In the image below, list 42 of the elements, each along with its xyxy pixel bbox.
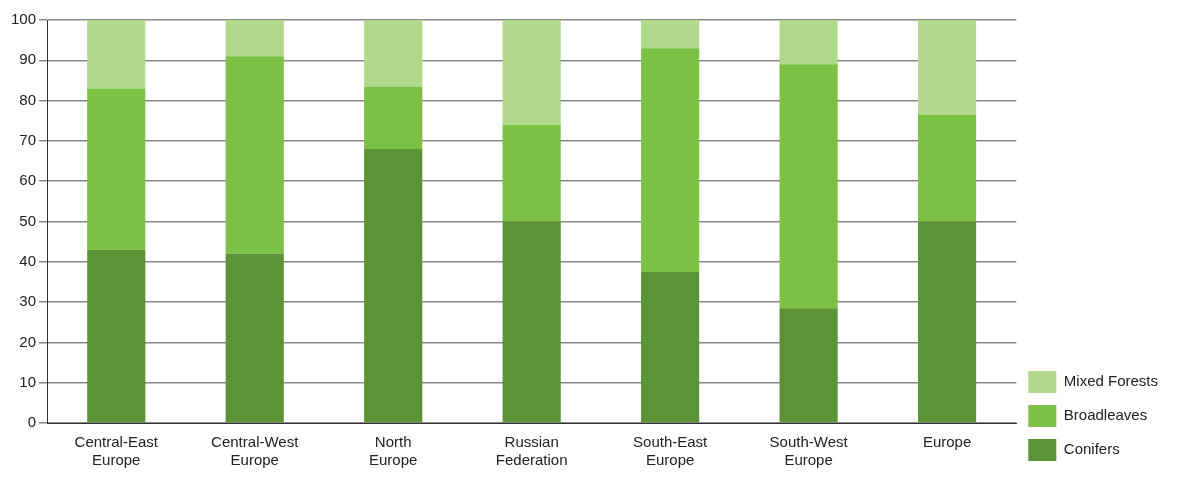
- bar: [225, 253, 284, 423]
- y-tick-label: 90: [19, 50, 37, 68]
- y-tick-label: 70: [19, 131, 37, 149]
- bar: [364, 148, 423, 423]
- bar: [918, 221, 977, 423]
- bar: [502, 124, 561, 222]
- x-tick-label: South-West Europe: [769, 433, 849, 469]
- legend-label: Broadleaves: [1063, 406, 1148, 424]
- bar: [779, 20, 838, 65]
- x-tick-label: North Europe: [369, 433, 418, 469]
- bar: [364, 20, 423, 87]
- legend-label: Mixed Forests: [1063, 372, 1159, 390]
- x-tick-label: Central-East Europe: [74, 433, 159, 469]
- bar: [918, 20, 977, 115]
- x-tick-label: Russian Federation: [495, 433, 568, 469]
- bar: [502, 221, 561, 423]
- bar: [87, 20, 146, 89]
- bar: [918, 114, 977, 222]
- y-tick-label: 50: [19, 211, 37, 229]
- bar: [641, 20, 700, 49]
- legend-label: Conifers: [1063, 440, 1120, 458]
- bar: [225, 56, 284, 254]
- bar: [779, 308, 838, 423]
- bar: [87, 249, 146, 423]
- x-tick-label: Europe: [922, 433, 972, 451]
- bar: [641, 48, 700, 272]
- y-tick-label: 80: [19, 90, 37, 108]
- y-tick-label: 0: [27, 413, 37, 431]
- bar: [87, 88, 146, 250]
- bar: [779, 64, 838, 309]
- y-tick-label: 10: [19, 372, 37, 390]
- x-tick-label: South-East Europe: [633, 433, 709, 469]
- bar: [502, 20, 561, 125]
- y-tick-label: 30: [19, 292, 37, 310]
- y-tick-label: 20: [19, 332, 37, 350]
- x-tick-label: Central-West Europe: [211, 433, 300, 469]
- y-tick-label: 60: [19, 171, 37, 189]
- y-tick-label: 40: [19, 251, 37, 269]
- bar: [641, 271, 700, 423]
- bar: [364, 86, 423, 149]
- bar: [225, 20, 284, 57]
- y-tick-label: 100: [11, 10, 37, 28]
